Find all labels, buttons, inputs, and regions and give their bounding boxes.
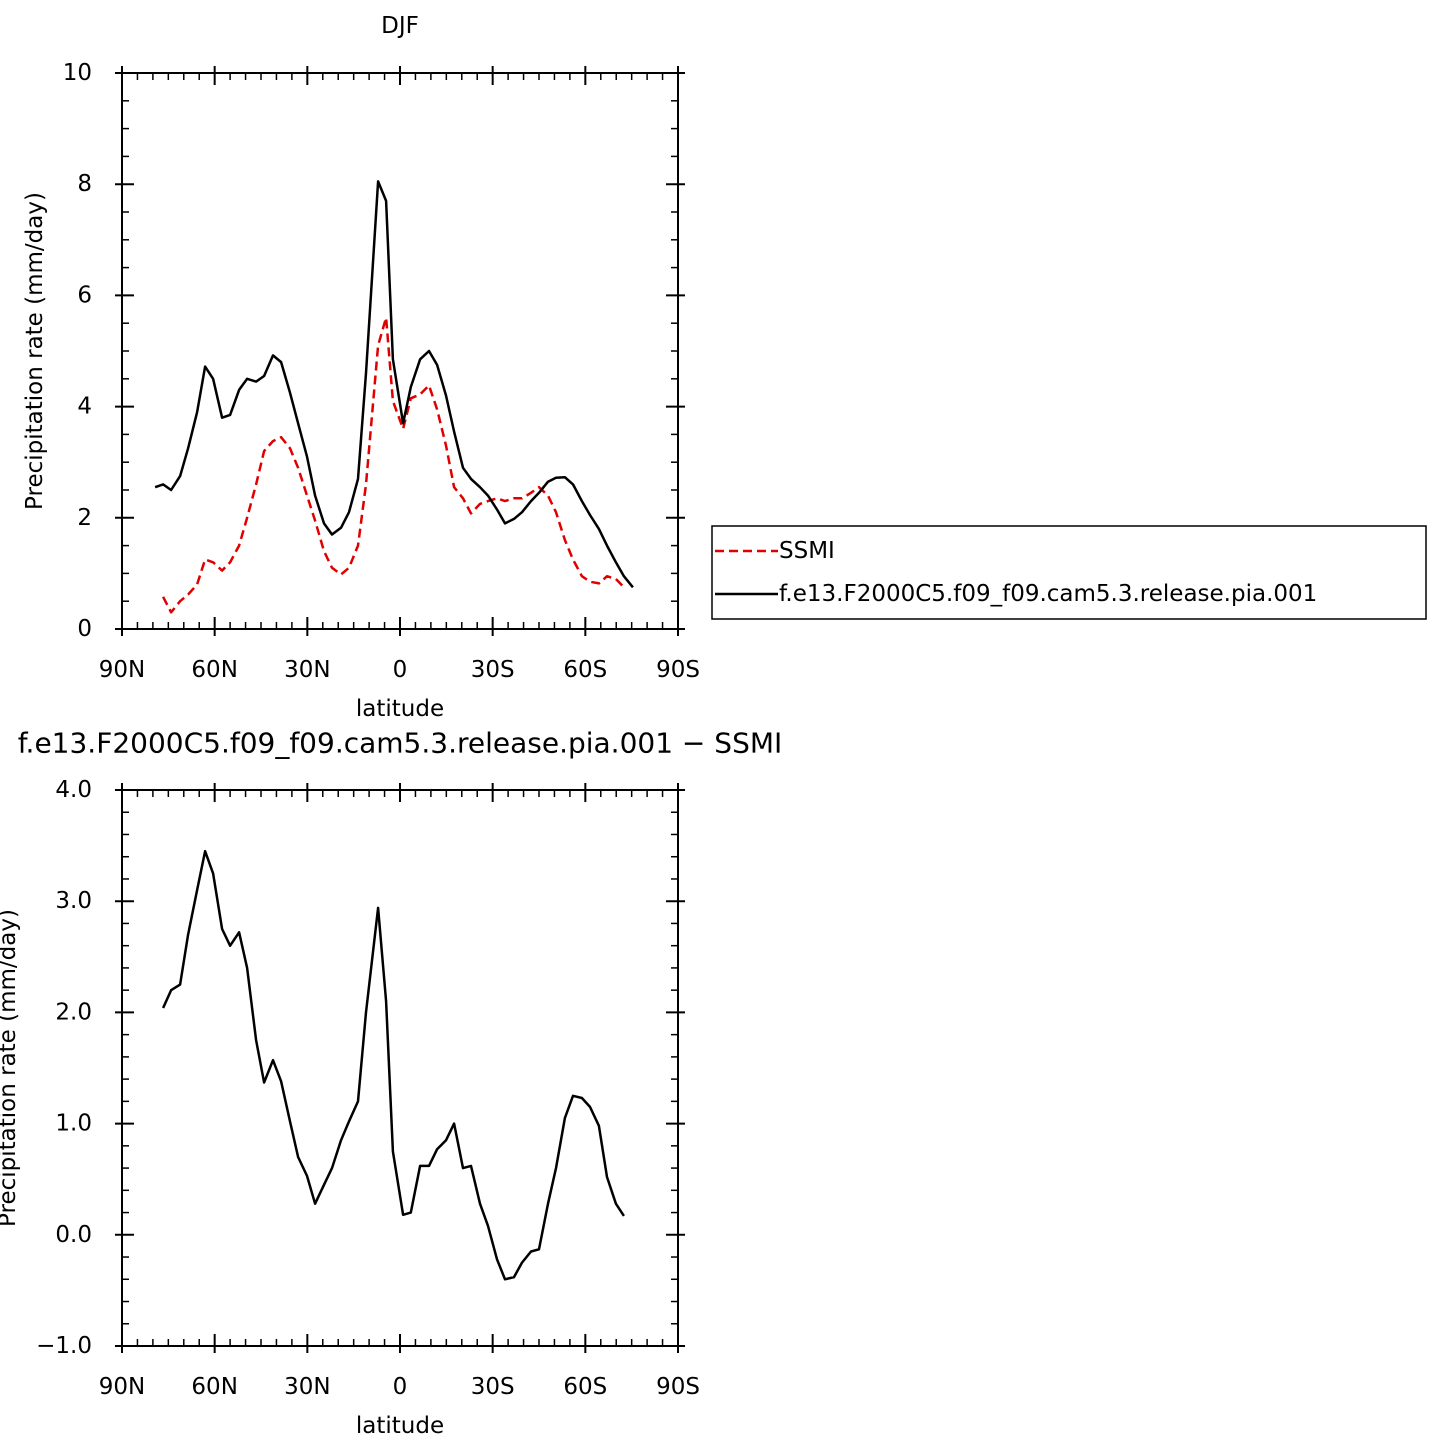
y-tick-label: 0.0 bbox=[55, 1222, 92, 1248]
x-axis-label: latitude bbox=[356, 696, 444, 722]
plot-frame bbox=[121, 789, 679, 1347]
x-tick-label: 0 bbox=[393, 1374, 408, 1400]
legend-box bbox=[711, 525, 1427, 620]
y-tick-label: 10 bbox=[63, 60, 92, 86]
data-line bbox=[161, 849, 625, 1281]
x-tick-label: 60N bbox=[191, 1374, 237, 1400]
data-line bbox=[161, 316, 625, 614]
y-tick-label: 8 bbox=[77, 171, 92, 197]
x-tick-label: 30S bbox=[471, 1374, 515, 1400]
x-tick-label: 60S bbox=[563, 657, 607, 683]
y-tick-label: 4 bbox=[77, 394, 92, 420]
chart-title: f.e13.F2000C5.f09_f09.cam5.3.release.pia… bbox=[18, 727, 783, 760]
x-tick-label: 60N bbox=[191, 657, 237, 683]
legend-label: SSMI bbox=[779, 538, 835, 564]
x-axis-label: latitude bbox=[356, 1413, 444, 1439]
x-tick-label: 30N bbox=[284, 1374, 330, 1400]
y-tick-label: 4.0 bbox=[55, 777, 92, 803]
x-tick-label: 90N bbox=[99, 1374, 145, 1400]
y-tick-label: 3.0 bbox=[55, 888, 92, 914]
x-tick-label: 90N bbox=[99, 657, 145, 683]
y-tick-label: 2 bbox=[77, 505, 92, 531]
x-tick-label: 30N bbox=[284, 657, 330, 683]
x-tick-label: 90S bbox=[656, 1374, 700, 1400]
x-tick-label: 0 bbox=[393, 657, 408, 683]
y-tick-label: −1.0 bbox=[36, 1333, 92, 1359]
y-tick-label: 6 bbox=[77, 282, 92, 308]
y-tick-label: 0 bbox=[77, 616, 92, 642]
y-axis-label: Precipitation rate (mm/day) bbox=[22, 192, 48, 510]
chart-title: DJF bbox=[381, 13, 419, 39]
y-tick-label: 1.0 bbox=[55, 1111, 92, 1137]
x-tick-label: 90S bbox=[656, 657, 700, 683]
x-tick-label: 30S bbox=[471, 657, 515, 683]
x-tick-label: 60S bbox=[563, 1374, 607, 1400]
legend-label: f.e13.F2000C5.f09_f09.cam5.3.release.pia… bbox=[779, 581, 1317, 607]
plot-frame bbox=[121, 72, 679, 630]
y-tick-label: 2.0 bbox=[55, 999, 92, 1025]
data-line bbox=[154, 180, 634, 589]
y-axis-label: Precipitation rate (mm/day) bbox=[0, 909, 21, 1227]
